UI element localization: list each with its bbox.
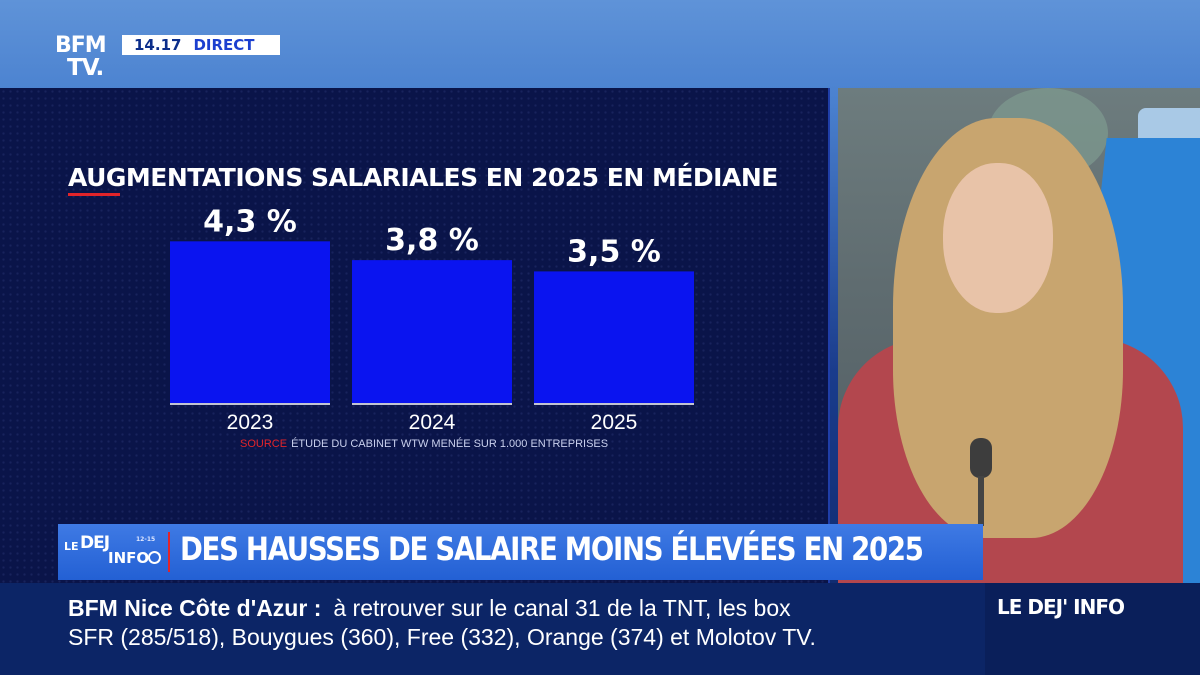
chart-panel: AUGMENTATIONS SALARIALES EN 2025 EN MÉDI… [0, 88, 830, 583]
ticker-line-1: BFM Nice Côte d'Azur : à retrouver sur le… [68, 595, 791, 622]
chart-title: AUGMENTATIONS SALARIALES EN 2025 EN MÉDI… [68, 163, 778, 192]
microphone-stand [978, 476, 984, 526]
value-label-2025: 3,5 % [567, 234, 661, 269]
ticker-station: BFM Nice Côte d'Azur : [68, 595, 322, 621]
presenter-face [943, 163, 1053, 313]
bar-2025 [534, 271, 694, 403]
source-text: ÉTUDE DU CABINET WTW MENÉE SUR 1.000 ENT… [291, 438, 609, 450]
logo-line-2: TV. [67, 55, 104, 81]
live-label: DIRECT [193, 36, 255, 54]
bar-2023 [170, 241, 330, 403]
show-logo-info: INFO [108, 549, 150, 567]
program-tag-label: LE DEJ' INFO [997, 595, 1125, 619]
news-ticker: BFM Nice Côte d'Azur : à retrouver sur le… [0, 583, 985, 675]
presenter-video [838, 88, 1200, 583]
show-logo: LE DEJ 12-15 INFO [58, 524, 168, 580]
value-label-2024: 3,8 % [385, 223, 479, 258]
program-tag: LE DEJ' INFO [985, 583, 1200, 675]
bar-2024 [352, 260, 512, 403]
chart-source: SOURCE ÉTUDE DU CABINET WTW MENÉE SUR 1.0… [240, 438, 608, 450]
ticker-text-1: à retrouver sur le canal 31 de la TNT, l… [333, 595, 791, 621]
headline-banner: LE DEJ 12-15 INFO DES HAUSSES DE SALAIRE… [58, 524, 983, 580]
show-logo-hours: 12-15 [136, 536, 156, 543]
title-underline-accent [68, 193, 120, 196]
headline-text: DES HAUSSES DE SALAIRE MOINS ÉLEVÉES EN … [180, 530, 924, 568]
bfmtv-logo: BFM TV. [55, 33, 117, 85]
banner-separator [168, 532, 170, 572]
microphone-icon [970, 438, 992, 478]
show-logo-le: LE [64, 540, 79, 553]
bar-chart: 4,3 % 2023 3,8 % 2024 3,5 % 2025 [170, 204, 694, 434]
logo-line-1: BFM [55, 33, 107, 58]
ticker-line-2: SFR (285/518), Bouygues (360), Free (332… [68, 624, 816, 650]
category-label-2024: 2024 [409, 411, 456, 434]
live-signal-icon [148, 551, 161, 564]
show-logo-dej: DEJ [80, 533, 110, 553]
value-label-2023: 4,3 % [203, 204, 297, 239]
category-label-2025: 2025 [591, 411, 638, 434]
category-label-2023: 2023 [227, 411, 274, 434]
source-tag: SOURCE [240, 438, 288, 450]
live-time-badge: 14.17 DIRECT [122, 35, 280, 55]
clock-time: 14.17 [134, 36, 182, 54]
